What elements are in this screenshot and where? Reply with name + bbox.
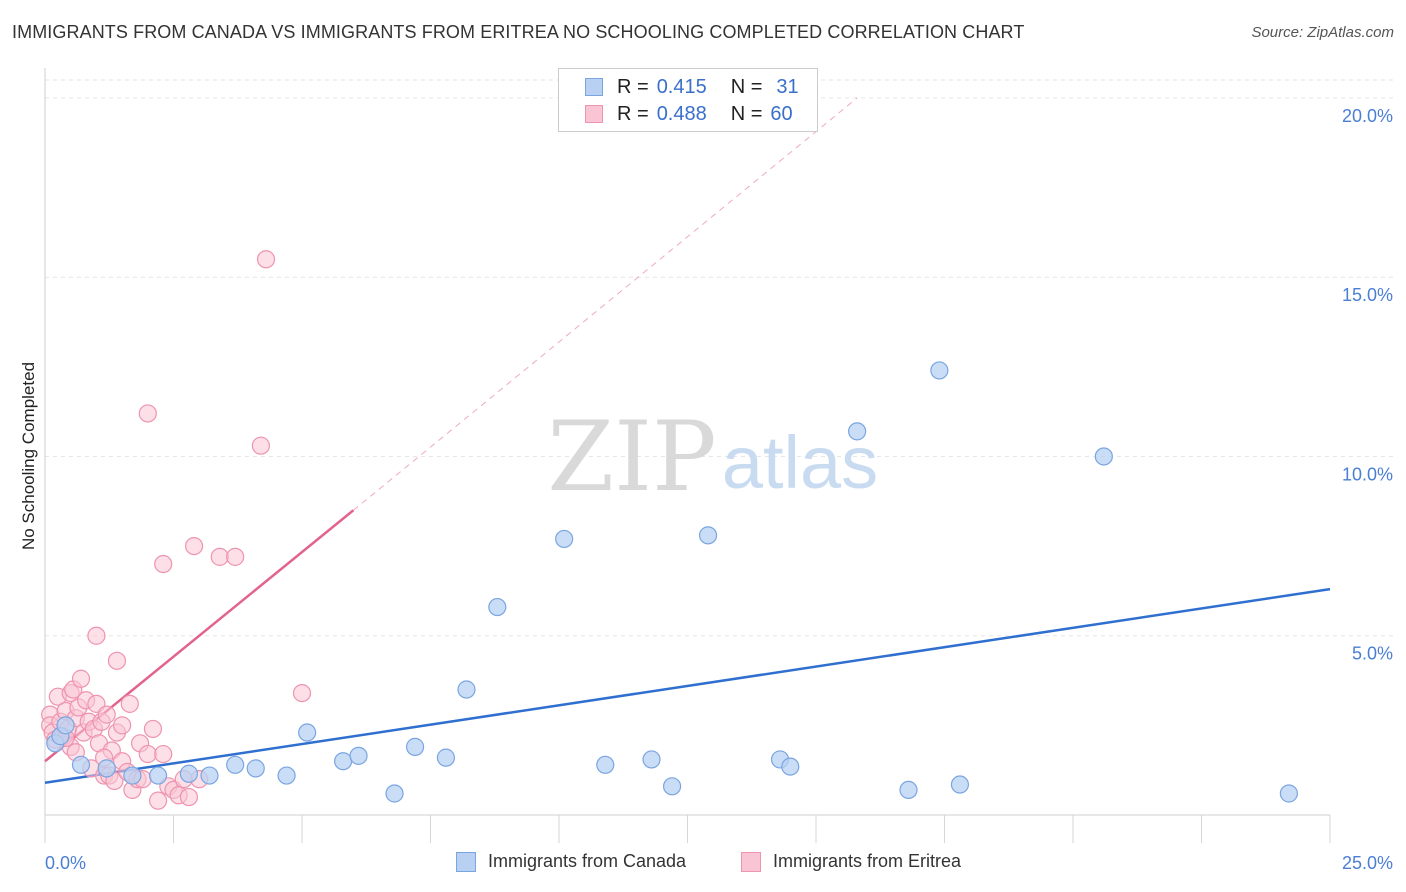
canada-point [246,759,265,778]
canada-point [277,766,296,785]
watermark-zip: ZIP [547,401,716,513]
y-axis-label: No Schooling Completed [19,362,38,550]
y-tick-label: 5.0% [1352,644,1393,664]
eritrea-point [148,791,168,810]
grid-lines [45,79,1395,637]
canada-point [698,526,718,545]
eritrea-point [256,250,276,269]
eritrea-point [154,744,173,764]
legend-row-canada: R = 0.415 N = 31 [585,75,799,99]
canada-point [1279,784,1298,803]
legend-n-value: 31 [776,75,799,98]
y-tick-label: 20.0% [1342,106,1393,126]
watermark: ZIP atlas [547,401,878,513]
legend-r-label: R = [617,75,649,98]
canada-point [200,766,219,785]
trend-extension-eritrea [353,97,858,511]
eritrea-point [251,436,270,455]
canada-legend-label: Immigrants from Canada [488,851,687,871]
y-tick-label: 15.0% [1342,285,1393,305]
canada-point [781,757,800,776]
canada-point [950,775,970,794]
legend-r-value: 0.488 [656,102,707,125]
eritrea-legend-icon [741,851,761,872]
canada-point [385,784,404,803]
canada-point [334,752,353,771]
legend-item-eritrea[interactable]: Immigrants from Eritrea [741,851,961,872]
canada-point [930,361,949,380]
data-points [41,250,1298,810]
eritrea-point [71,669,91,688]
eritrea-point [138,404,157,423]
canada-point [662,777,682,796]
legend-r-label: R = [617,102,649,125]
source-label: Source: ZipAtlas.com [1251,24,1394,41]
eritrea-point [210,547,229,566]
chart-title: IMMIGRANTS FROM CANADA VS IMMIGRANTS FRO… [12,22,1025,42]
legend-item-canada[interactable]: Immigrants from Canada [456,851,686,872]
canada-point [555,529,574,549]
canada-legend-icon [456,851,476,872]
canada-point [488,597,507,617]
trend-line-canada [44,587,1331,784]
canada-point [899,780,918,800]
canada-point [1094,447,1113,466]
canada-point [436,748,456,767]
eritrea-swatch-icon [585,105,603,123]
legend-r-value: 0.415 [656,75,707,98]
x-tick-label: 25.0% [1342,853,1393,873]
legend-n-label: N = [730,102,763,125]
eritrea-point [184,536,204,556]
canada-point [179,764,199,783]
canada-point [71,755,91,774]
eritrea-point [292,683,312,703]
canada-point [123,766,142,785]
canada-point [405,737,425,756]
canada-point [349,746,368,765]
axes [44,68,1331,843]
eritrea-point [179,787,199,807]
eritrea-point [138,744,157,764]
legend-n-value: 60 [770,102,793,125]
eritrea-point [226,547,245,566]
eritrea-legend-label: Immigrants from Eritrea [773,851,962,871]
eritrea-point [143,719,163,739]
eritrea-point [120,694,139,713]
canada-point [596,755,615,774]
eritrea-point [87,626,106,645]
x-tick-label: 0.0% [45,853,86,873]
canada-point [226,755,245,774]
canada-point [642,750,661,769]
stats-legend: R = 0.415 N = 31 R = 0.488 N = 60 [558,68,818,132]
canada-point [97,759,116,778]
legend-n-label: N = [730,75,763,98]
eritrea-point [112,716,132,735]
eritrea-point [97,705,116,724]
canada-point [298,723,317,742]
tick-labels: 5.0% 10.0% 15.0% 20.0% 0.0% 25.0% [45,106,1393,873]
eritrea-point [154,554,173,574]
canada-point [148,766,168,785]
canada-swatch-icon [585,78,603,96]
legend-row-eritrea: R = 0.488 N = 60 [585,102,793,126]
y-tick-label: 10.0% [1342,464,1393,484]
eritrea-point [107,651,127,670]
canada-point [56,716,75,735]
canada-point [457,680,476,699]
series-legend: Immigrants from Canada Immigrants from E… [0,851,1406,877]
canada-point [848,422,867,441]
